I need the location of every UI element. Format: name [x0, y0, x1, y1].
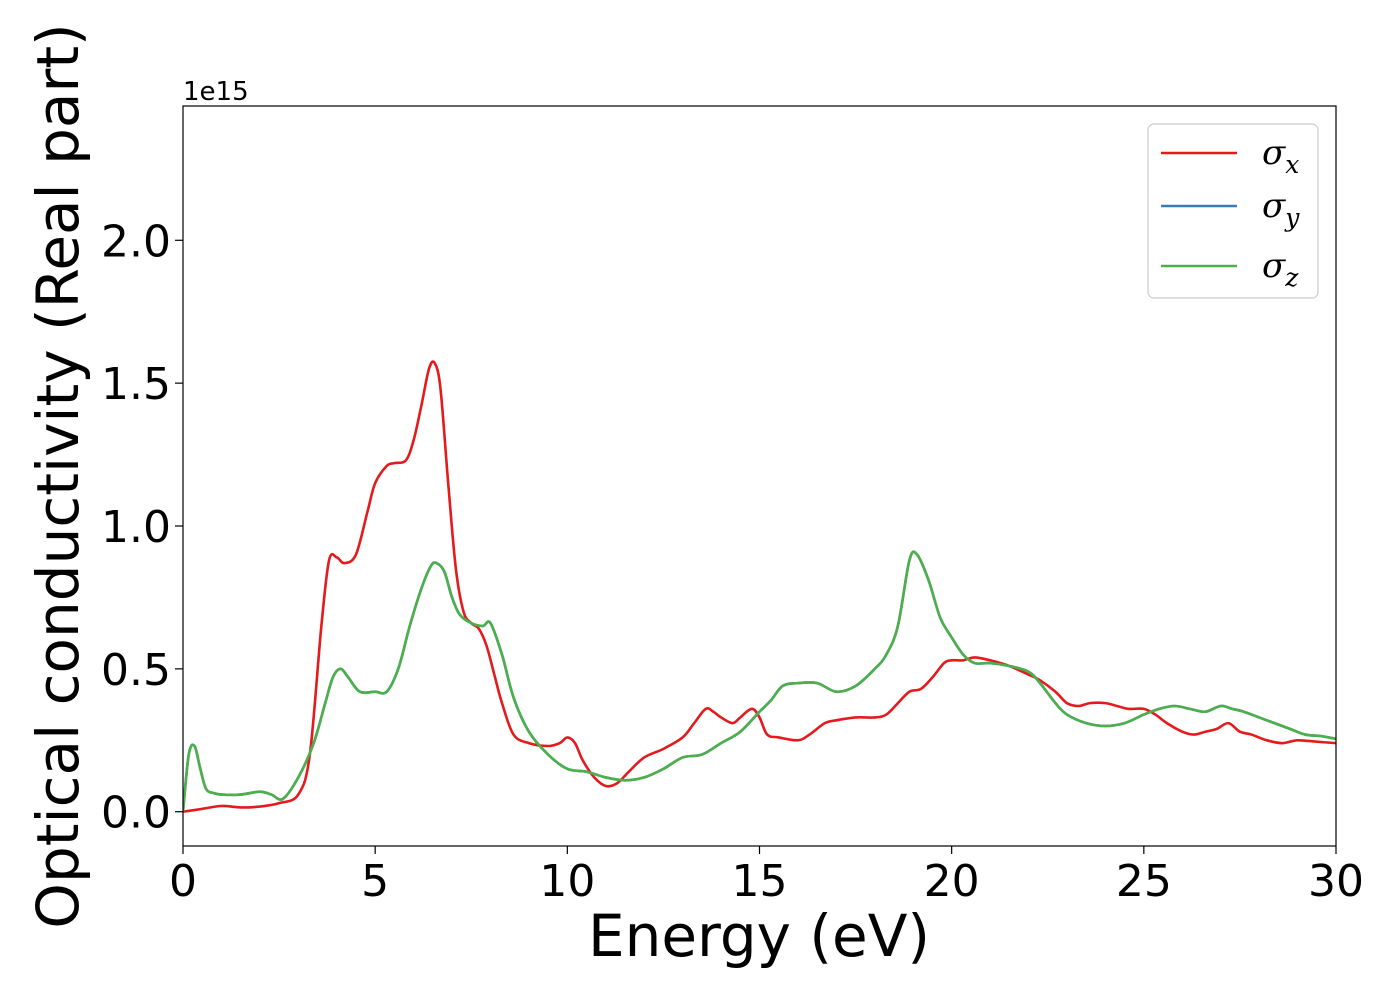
x-axis-title: Energy (eV) [588, 902, 930, 970]
x-tick-label: 5 [361, 856, 389, 907]
x-axis-ticks: 0 5 10 15 20 25 30 [169, 846, 1364, 907]
series-line-sigma-z [183, 550, 1336, 814]
y-tick-label: 1.5 [101, 359, 171, 410]
series-line-sigma-y [183, 550, 1336, 814]
y-offset-text: 1e15 [183, 77, 249, 107]
series-line-sigma-x [183, 360, 1336, 814]
legend-label-sigma-x: σx [1262, 133, 1299, 179]
x-tick-label: 25 [1116, 856, 1172, 907]
y-tick-label: 1.0 [101, 502, 171, 553]
legend: σx σy σz [1147, 123, 1319, 299]
x-tick-label: 0 [169, 856, 197, 907]
y-axis-title: Optical conductivity (Real part) [24, 23, 92, 928]
y-axis-ticks: 0.0 0.5 1.0 1.5 2.0 [101, 216, 183, 839]
legend-label-sigma-z: σz [1262, 246, 1299, 292]
y-tick-label: 0.0 [101, 788, 171, 839]
x-tick-label: 10 [539, 856, 595, 907]
y-tick-label: 2.0 [101, 216, 171, 267]
y-tick-label: 0.5 [101, 645, 171, 696]
series-layer [183, 360, 1336, 814]
x-tick-label: 20 [924, 856, 980, 907]
x-tick-label: 30 [1308, 856, 1364, 907]
legend-label-sigma-y: σy [1262, 186, 1300, 232]
legend-frame [1147, 123, 1319, 299]
x-tick-label: 15 [732, 856, 788, 907]
